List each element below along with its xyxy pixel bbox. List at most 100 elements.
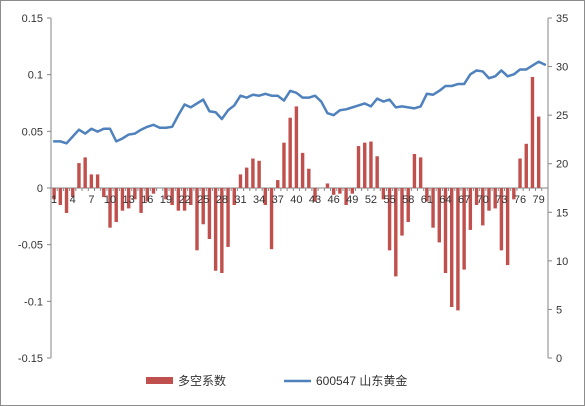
bar	[474, 188, 479, 205]
x-axis-tick-label: 34	[253, 194, 265, 206]
left-axis-tick-label: 0	[37, 183, 43, 195]
bar	[126, 188, 131, 209]
bar	[524, 143, 528, 188]
bar	[418, 157, 423, 188]
left-axis-tick-label: -0.05	[18, 240, 43, 252]
bar	[450, 188, 454, 307]
bar	[145, 188, 150, 202]
bar	[195, 188, 199, 251]
bar	[406, 188, 410, 222]
bar	[331, 188, 336, 195]
bar	[518, 158, 522, 188]
x-axis-tick-label: 10	[104, 194, 116, 206]
x-axis-tick-label: 76	[514, 194, 526, 206]
left-axis-tick-label: -0.15	[18, 353, 43, 365]
right-axis-tick-label: 10	[556, 256, 568, 268]
bar	[481, 188, 485, 226]
x-axis-tick-label: 61	[421, 194, 433, 206]
x-axis-tick-label: 55	[383, 194, 395, 206]
bar	[356, 146, 361, 188]
bar	[220, 188, 224, 273]
right-axis-tick-label: 15	[556, 207, 568, 219]
bar	[530, 76, 535, 188]
bar	[505, 188, 510, 266]
bar	[443, 188, 448, 273]
bar	[350, 188, 355, 194]
x-axis-tick-label: 58	[402, 194, 414, 206]
x-axis-tick-label: 7	[88, 194, 94, 206]
x-axis-tick-label: 4	[70, 194, 76, 206]
left-axis-tick-label: 0.05	[22, 126, 43, 138]
bar	[151, 188, 156, 194]
x-axis-tick-label: 79	[533, 194, 545, 206]
bar	[102, 188, 106, 198]
line-series	[52, 60, 547, 145]
bar	[207, 188, 212, 239]
left-axis-tick-labels: -0.15 -0.1 -0.05 0 0.05 0.1 0.15	[18, 13, 43, 365]
x-axis-tick-label: 1	[51, 194, 57, 206]
bar	[338, 188, 342, 194]
bar	[288, 117, 292, 188]
x-axis-tick-label: 46	[328, 194, 340, 206]
bar	[114, 188, 118, 222]
bar	[425, 188, 429, 202]
bar	[71, 188, 75, 198]
bar	[189, 188, 193, 205]
bar	[89, 174, 94, 188]
bar	[400, 188, 404, 236]
bar	[282, 142, 286, 188]
bar	[139, 188, 143, 213]
right-axis-tick-label: 30	[556, 62, 568, 74]
legend-label-bar: 多空系数	[178, 373, 226, 388]
bar	[108, 188, 112, 228]
bar	[244, 167, 249, 188]
right-axis-tick-label: 25	[556, 110, 568, 122]
right-axis-tick-label: 20	[556, 159, 568, 171]
bar	[213, 188, 218, 271]
bar	[462, 188, 466, 270]
left-axis-tick-label: -0.1	[24, 296, 43, 308]
bar	[325, 183, 330, 188]
bar	[83, 157, 87, 188]
bar	[52, 188, 56, 200]
legend: 多空系数 600547 山东黄金	[146, 373, 407, 388]
bar	[201, 188, 205, 225]
bar	[269, 188, 274, 250]
bar	[95, 174, 100, 188]
x-axis-tick-label: 31	[234, 194, 246, 206]
x-axis-tick-label: 37	[272, 194, 284, 206]
right-axis-tick-label: 0	[556, 353, 562, 365]
x-axis-tick-label: 52	[365, 194, 377, 206]
x-axis-tick-label: 25	[197, 194, 209, 206]
bar	[381, 188, 386, 200]
bar	[369, 141, 373, 188]
bar	[232, 188, 236, 205]
bar	[344, 188, 348, 205]
bar	[412, 154, 417, 188]
x-axis-tick-label: 19	[160, 194, 172, 206]
bar	[468, 188, 473, 230]
x-axis-tick-label: 67	[458, 194, 470, 206]
x-axis-tick-label: 43	[309, 194, 321, 206]
x-axis-tick-label: 40	[290, 194, 302, 206]
bar	[363, 142, 367, 188]
bar	[238, 174, 243, 188]
bar	[487, 188, 491, 211]
bar	[512, 188, 516, 200]
bar	[120, 188, 125, 211]
x-axis-tick-label: 28	[216, 194, 228, 206]
bar	[313, 188, 317, 202]
bar	[77, 163, 81, 188]
bar	[182, 188, 187, 211]
bar	[431, 188, 435, 228]
bar	[176, 188, 181, 211]
bar-series	[52, 76, 541, 311]
bar	[263, 188, 268, 205]
bar	[375, 156, 379, 188]
bar	[133, 188, 137, 200]
x-axis-tick-label: 13	[123, 194, 135, 206]
bar	[387, 188, 392, 251]
legend-label-line: 600547 山东黄金	[316, 373, 407, 388]
